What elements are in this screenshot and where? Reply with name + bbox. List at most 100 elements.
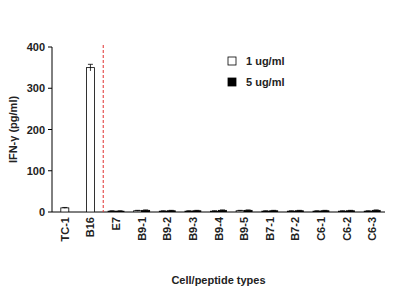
bar [86, 68, 94, 212]
x-tick-label: C6-2 [341, 217, 353, 241]
bar [185, 211, 193, 212]
error-cap [220, 209, 225, 210]
error-bar [314, 210, 319, 212]
bar [219, 210, 227, 212]
bar [347, 211, 355, 212]
error-cap [374, 209, 379, 210]
error-cap [263, 210, 268, 211]
bar [61, 208, 69, 212]
error-bar [194, 210, 199, 212]
x-tick-label: C6-3 [366, 217, 378, 241]
error-cap [366, 210, 371, 211]
bar [287, 211, 295, 212]
x-tick-label: B9-5 [238, 217, 250, 241]
error-cap [348, 210, 353, 211]
y-tick-label: 0 [39, 206, 45, 218]
bar [167, 211, 175, 212]
bar [313, 211, 321, 212]
y-tick [48, 212, 52, 213]
error-bar [289, 210, 294, 212]
error-cap [322, 210, 327, 211]
error-cap [118, 210, 123, 211]
error-cap [161, 210, 166, 211]
error-bar [348, 210, 353, 212]
error-cap [314, 210, 319, 211]
bar [159, 211, 167, 212]
error-cap [62, 207, 67, 208]
y-tick [48, 88, 52, 89]
bar [211, 211, 219, 212]
bars [61, 64, 380, 212]
error-bar [322, 210, 327, 212]
error-bar [220, 209, 225, 211]
x-tick-label: E7 [110, 217, 122, 230]
error-bar [110, 210, 115, 212]
x-axis-label: Cell/peptide types [171, 274, 265, 286]
y-tick-label: 300 [27, 82, 45, 94]
legend-swatch [228, 78, 236, 86]
bar [262, 211, 270, 212]
error-bar [135, 210, 140, 212]
error-cap [110, 210, 115, 211]
y-tick-label: 200 [27, 124, 45, 136]
error-bar [88, 64, 93, 71]
error-cap [246, 209, 251, 210]
error-bar [374, 209, 379, 211]
error-bar [340, 210, 345, 212]
y-tick-label: 100 [27, 165, 45, 177]
error-cap [135, 210, 140, 211]
error-cap [169, 210, 174, 211]
error-bar [62, 207, 67, 209]
error-cap [289, 210, 294, 211]
error-cap [88, 64, 93, 65]
bar [270, 211, 278, 212]
error-bar [246, 209, 251, 211]
x-tick-label: B9-1 [136, 217, 148, 241]
y-tick-label: 400 [27, 41, 45, 53]
bar [236, 211, 244, 212]
bar [295, 211, 303, 212]
error-cap [194, 210, 199, 211]
error-bar [169, 210, 174, 212]
error-bar [143, 209, 148, 211]
y-axis-label: IFN-γ (pg/ml) [7, 96, 19, 164]
bar [364, 211, 372, 212]
error-cap [271, 210, 276, 211]
x-tick-label: B9-4 [213, 216, 225, 241]
bar [372, 210, 380, 212]
legend-label: 1 ug/ml [246, 55, 285, 67]
error-bar [263, 210, 268, 212]
legend-swatch [228, 57, 236, 65]
y-tick [48, 170, 52, 171]
bar [142, 210, 150, 212]
x-tick-label: C6-1 [315, 217, 327, 241]
error-cap [297, 210, 302, 211]
legend-label: 5 ug/ml [246, 76, 285, 88]
error-bar [366, 210, 371, 212]
error-cap [186, 210, 191, 211]
error-bar [271, 210, 276, 212]
y-tick [48, 129, 52, 130]
error-bar [297, 210, 302, 212]
x-tick-label: B7-1 [264, 217, 276, 241]
error-bar [212, 210, 217, 212]
error-cap [212, 210, 217, 211]
bar [116, 211, 124, 212]
error-stem [90, 64, 91, 71]
separator-line [103, 45, 104, 212]
error-cap [340, 210, 345, 211]
chart-container: 0 100 200 300 400 IFN-γ (pg/ml) TC-1 B16 E7 B9-1 B… [0, 0, 404, 293]
x-tick-label: TC-1 [59, 217, 71, 241]
bar [321, 211, 329, 212]
x-tick-label: B16 [84, 217, 96, 237]
error-cap [238, 210, 243, 211]
bar [244, 210, 252, 212]
bar [134, 211, 142, 212]
error-bar [186, 210, 191, 212]
bar [108, 211, 116, 212]
x-tick-label: B9-2 [161, 217, 173, 241]
x-tick-label: B7-2 [289, 217, 301, 241]
chart-svg: 0 100 200 300 400 IFN-γ (pg/ml) TC-1 B16 E7 B9-1 B… [0, 0, 404, 293]
error-cap [143, 209, 148, 210]
error-bar [238, 210, 243, 212]
